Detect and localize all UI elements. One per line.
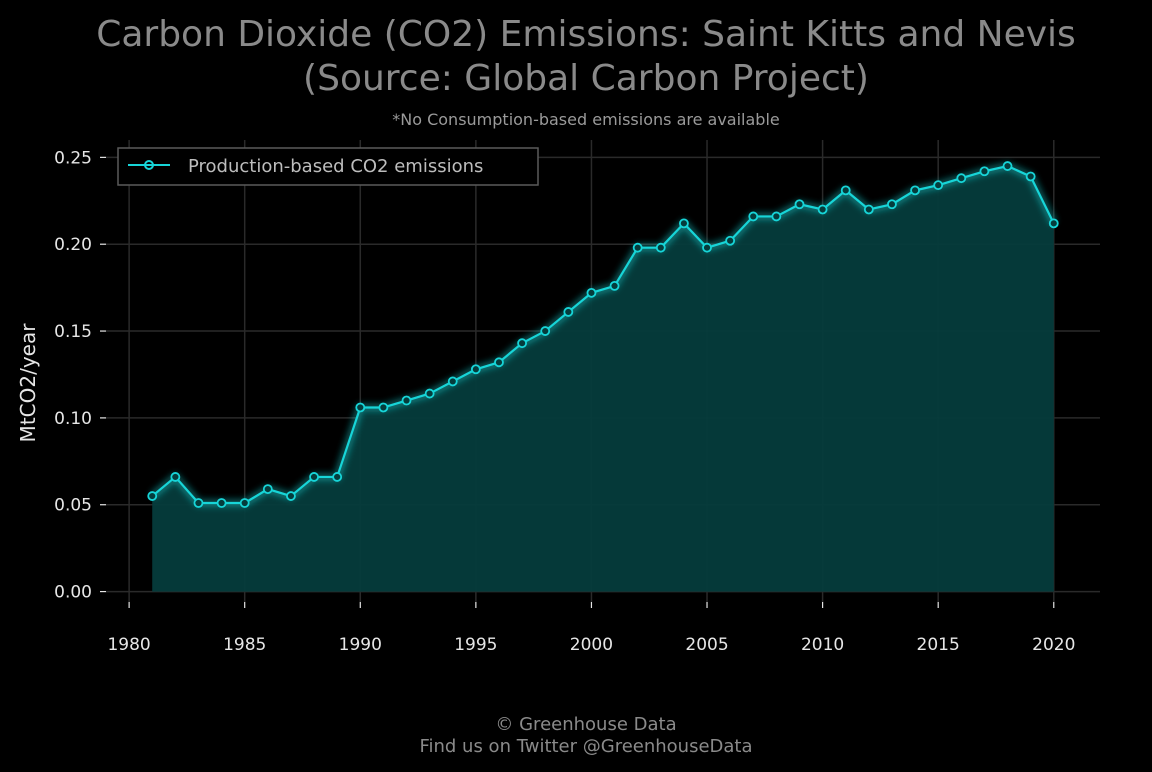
- data-point: [910, 185, 920, 196]
- data-point: [355, 402, 366, 413]
- legend: Production-based CO2 emissions: [117, 147, 539, 186]
- series-area: [152, 166, 1054, 592]
- x-tick-label: 1995: [454, 635, 497, 655]
- data-point: [239, 498, 250, 508]
- chart-title-line2: (Source: Global Carbon Project): [303, 58, 869, 99]
- data-point: [170, 472, 181, 482]
- x-tick-label: 2005: [685, 635, 728, 655]
- data-point: [956, 173, 967, 184]
- data-point: [632, 242, 643, 253]
- data-point: [840, 185, 851, 196]
- data-point: [563, 307, 574, 317]
- data-point: [863, 204, 874, 215]
- x-tick-label: 2010: [801, 635, 844, 655]
- data-point: [332, 472, 343, 482]
- data-point: [725, 235, 736, 246]
- x-tick-label: 1990: [339, 635, 382, 655]
- data-point: [702, 242, 712, 253]
- footer-credit: © Greenhouse Data: [495, 714, 676, 735]
- data-point: [147, 491, 158, 501]
- series-line-layer: [151, 164, 1055, 505]
- data-point: [216, 498, 227, 508]
- data-point: [540, 326, 551, 336]
- series-line: [151, 164, 1055, 505]
- data-point: [1048, 218, 1059, 229]
- legend-box: [117, 147, 539, 186]
- x-tick-label: 2020: [1032, 635, 1075, 655]
- y-axis-label: MtCO2/year: [16, 323, 40, 443]
- data-point: [817, 204, 828, 215]
- data-point: [1025, 171, 1036, 182]
- data-points: [147, 161, 1059, 508]
- x-tick-label: 2015: [917, 635, 960, 655]
- data-point: [424, 388, 435, 399]
- x-tick-label: 1980: [107, 635, 150, 655]
- legend-marker: [144, 160, 154, 170]
- data-point: [609, 280, 620, 291]
- data-point: [517, 338, 527, 349]
- data-point: [748, 211, 759, 222]
- data-point: [309, 472, 319, 482]
- data-point: [193, 498, 204, 508]
- data-point: [447, 376, 458, 387]
- footer-twitter: Find us on Twitter @GreenhouseData: [419, 736, 752, 757]
- chart-title-line1: Carbon Dioxide (CO2) Emissions: Saint Ki…: [96, 14, 1076, 55]
- area-fill-layer: [152, 166, 1054, 592]
- y-tick-label: 0.00: [54, 583, 92, 603]
- legend-label: Production-based CO2 emissions: [188, 156, 483, 177]
- data-point: [494, 357, 504, 368]
- y-tick-label: 0.25: [54, 148, 92, 168]
- data-point: [794, 199, 805, 210]
- chart-subtitle: *No Consumption-based emissions are avai…: [392, 110, 780, 129]
- x-tick-label: 1985: [223, 635, 266, 655]
- data-point: [262, 484, 273, 495]
- y-tick-label: 0.10: [54, 409, 92, 429]
- data-point: [771, 211, 782, 222]
- x-tick-label: 2000: [570, 635, 613, 655]
- data-point: [933, 180, 944, 191]
- data-point: [586, 287, 597, 298]
- data-point: [679, 218, 689, 229]
- y-axis-ticks: 0.00 0.05 0.10 0.15 0.20 0.25: [54, 148, 106, 603]
- data-point: [378, 402, 389, 413]
- y-tick-label: 0.15: [54, 322, 92, 342]
- data-point: [979, 166, 990, 177]
- y-tick-label: 0.05: [54, 496, 92, 516]
- y-tick-label: 0.20: [54, 235, 92, 255]
- data-point: [470, 364, 481, 375]
- data-point: [1002, 161, 1013, 171]
- data-point: [887, 199, 897, 210]
- x-axis-ticks: 1980 1985 1990 1995 2000 2005 2010 2015 2020: [107, 602, 1075, 655]
- data-point: [655, 242, 666, 253]
- data-point: [286, 491, 296, 501]
- data-point: [401, 395, 412, 406]
